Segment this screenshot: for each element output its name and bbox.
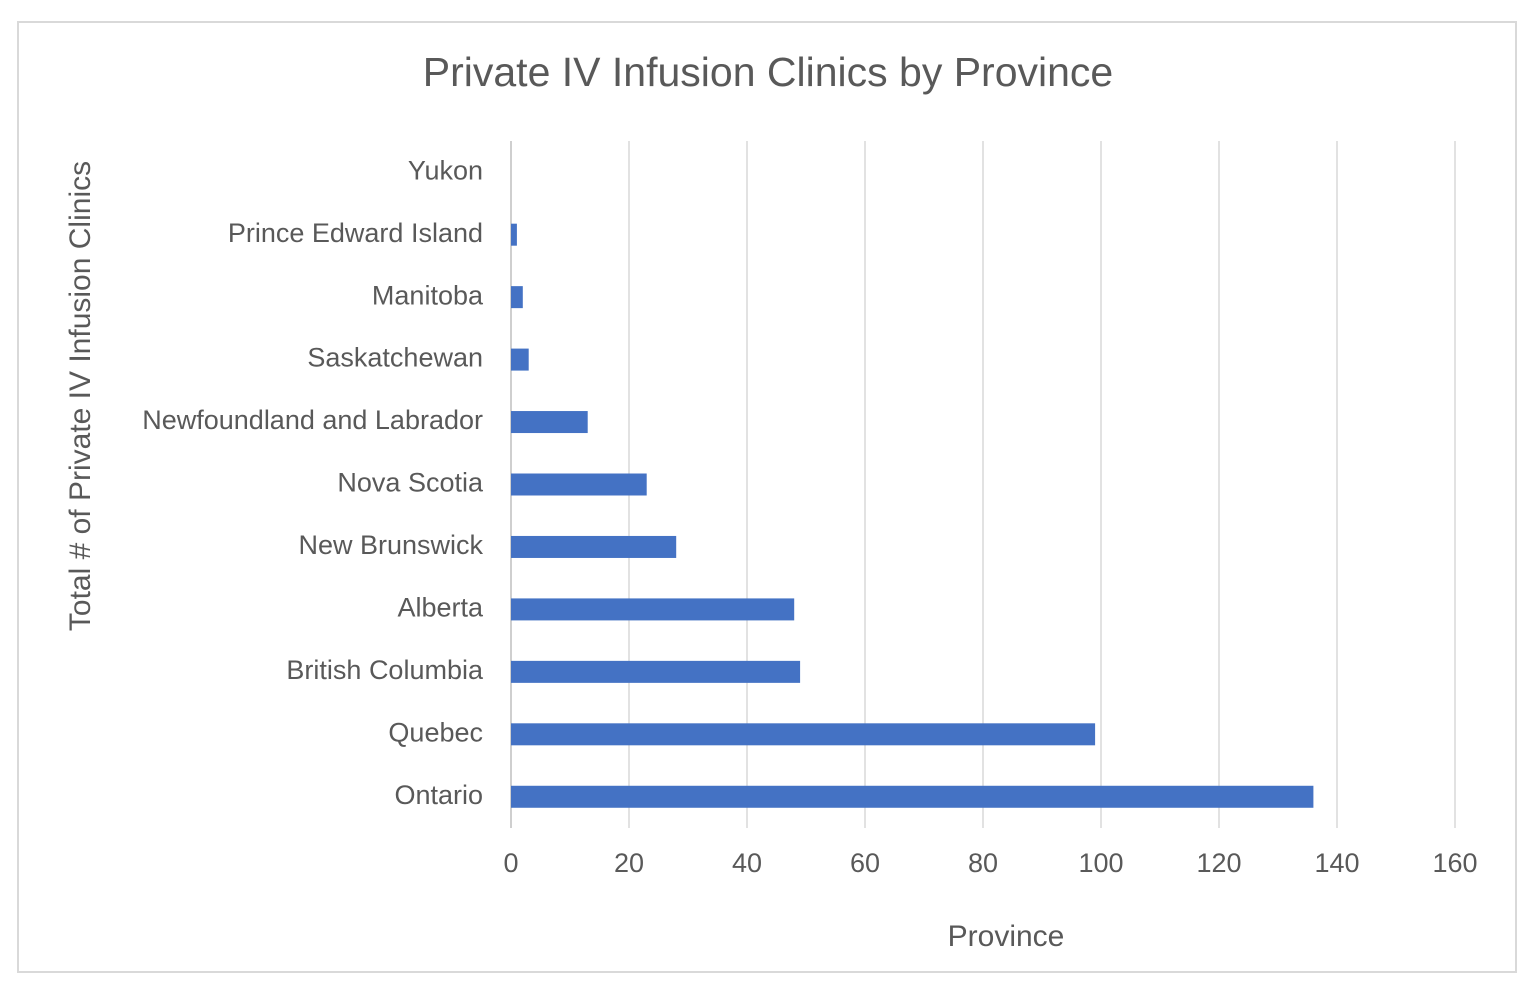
x-axis-label: Province [948,920,1065,953]
x-tick-label: 100 [1078,848,1123,878]
bar [511,723,1096,746]
y-tick-label: Saskatchewan [307,343,483,373]
x-tick-label: 140 [1314,848,1359,878]
x-tick-label: 120 [1196,848,1241,878]
y-tick-label: Prince Edward Island [228,218,483,248]
x-tick-label: 80 [968,848,998,878]
y-tick-label: Newfoundland and Labrador [142,405,483,435]
chart-border [17,21,1517,973]
bar [511,473,647,496]
bar [511,660,801,683]
bar [511,411,588,434]
bar [511,223,517,246]
y-tick-label: Nova Scotia [337,468,484,498]
bar [511,286,523,309]
x-tick-label: 160 [1432,848,1477,878]
y-tick-label: Ontario [394,780,483,810]
y-tick-label: Yukon [408,155,483,185]
y-axis-label: Total # of Private IV Infusion Clinics [64,161,97,631]
y-tick-label: British Columbia [286,655,484,685]
bar [511,785,1314,808]
x-tick-label: 40 [732,848,762,878]
x-tick-label: 60 [850,848,880,878]
y-tick-label: Quebec [388,717,483,747]
chart-title: Private IV Infusion Clinics by Province [423,49,1113,95]
y-tick-label: Alberta [397,593,484,623]
bar [511,598,795,621]
bar [511,535,677,558]
bar [511,348,529,371]
x-tick-label: 20 [614,848,644,878]
y-tick-label: New Brunswick [298,530,483,560]
y-tick-label: Manitoba [372,280,484,310]
x-tick-label: 0 [503,848,518,878]
